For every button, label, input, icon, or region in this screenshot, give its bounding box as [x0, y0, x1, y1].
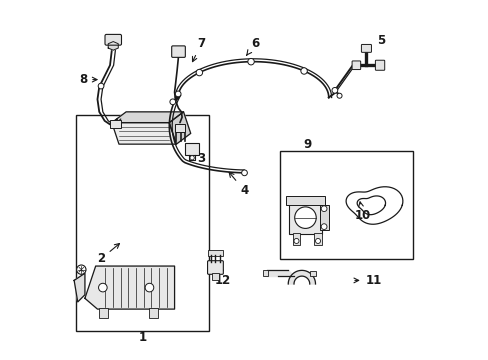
Bar [285, 196, 325, 205]
Circle shape [99, 283, 107, 292]
Text: 2: 2 [97, 243, 119, 265]
Circle shape [175, 91, 181, 97]
Polygon shape [112, 112, 183, 123]
Text: 11: 11 [353, 274, 381, 287]
Bar [99, 308, 108, 318]
Bar [149, 308, 158, 318]
Bar [289, 198, 321, 234]
Bar [174, 124, 185, 132]
Bar [319, 205, 328, 230]
Circle shape [77, 265, 86, 274]
FancyBboxPatch shape [351, 61, 360, 69]
Polygon shape [169, 112, 190, 144]
FancyBboxPatch shape [361, 44, 371, 52]
Polygon shape [85, 266, 174, 309]
Bar [208, 250, 222, 256]
Circle shape [315, 238, 320, 243]
Bar [76, 116, 208, 330]
Circle shape [241, 170, 247, 176]
Text: 6: 6 [246, 37, 259, 55]
Bar [314, 233, 321, 244]
Text: 8: 8 [79, 73, 97, 86]
Circle shape [247, 58, 254, 65]
Text: 1: 1 [138, 331, 146, 344]
Text: 9: 9 [303, 138, 311, 150]
Polygon shape [287, 270, 315, 284]
Text: 4: 4 [229, 172, 248, 197]
Text: 10: 10 [354, 202, 370, 222]
Circle shape [300, 68, 306, 74]
Circle shape [98, 83, 104, 89]
Bar [292, 233, 300, 244]
Polygon shape [346, 187, 402, 224]
Bar [280, 151, 412, 259]
Polygon shape [112, 123, 176, 144]
Circle shape [196, 69, 202, 76]
Bar [212, 273, 218, 280]
Circle shape [169, 99, 175, 105]
Text: 7: 7 [192, 37, 205, 62]
Text: 12: 12 [214, 266, 231, 287]
Text: 3: 3 [194, 147, 205, 165]
Polygon shape [108, 41, 118, 50]
Bar [309, 271, 315, 276]
FancyBboxPatch shape [207, 261, 223, 274]
Polygon shape [74, 273, 85, 302]
Bar [110, 120, 121, 128]
Circle shape [190, 156, 194, 160]
Circle shape [331, 87, 337, 93]
FancyBboxPatch shape [105, 35, 121, 45]
FancyBboxPatch shape [171, 46, 185, 57]
Circle shape [321, 224, 326, 229]
Bar [185, 143, 199, 155]
Text: 5: 5 [376, 33, 384, 47]
Bar [263, 270, 267, 276]
Polygon shape [266, 270, 293, 276]
Circle shape [321, 206, 326, 212]
Circle shape [293, 238, 298, 243]
FancyBboxPatch shape [375, 60, 384, 70]
Circle shape [294, 207, 316, 228]
Circle shape [336, 93, 341, 98]
Circle shape [145, 283, 153, 292]
